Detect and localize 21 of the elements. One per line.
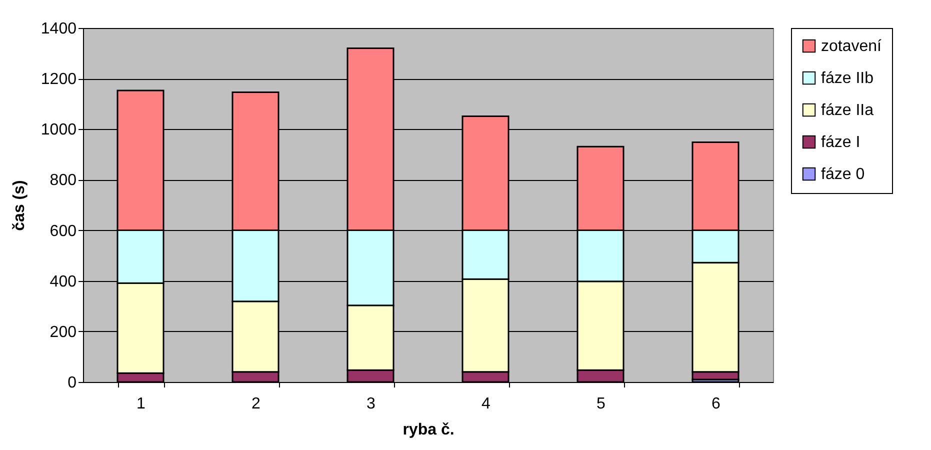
- y-tick-label: 1200: [40, 71, 77, 88]
- legend-label: fáze IIa: [821, 102, 874, 119]
- y-tick-label: 600: [50, 222, 77, 240]
- x-tick-label: 4: [482, 396, 491, 412]
- y-tick-label: 0: [68, 374, 77, 392]
- y-tick-label: 1400: [40, 20, 77, 38]
- x-tick-label: 2: [252, 396, 261, 412]
- x-axis-title: ryba č.: [402, 422, 454, 438]
- legend-label: fáze 0: [821, 166, 865, 183]
- y-tick-label: 1000: [40, 122, 77, 139]
- legend-label: fáze IIb: [821, 70, 874, 87]
- legend-label: fáze I: [821, 134, 860, 151]
- y-tick-label: 800: [50, 172, 77, 190]
- x-tick-label: 5: [596, 396, 606, 412]
- x-tick-label: 1: [136, 396, 146, 412]
- y-axis-title: čas (s): [10, 180, 28, 231]
- x-tick-label: 6: [712, 396, 721, 412]
- y-tick-label: 200: [50, 324, 77, 341]
- legend-label: zotavení: [821, 38, 882, 55]
- y-tick-label: 400: [50, 273, 77, 290]
- x-tick-label: 3: [366, 396, 376, 412]
